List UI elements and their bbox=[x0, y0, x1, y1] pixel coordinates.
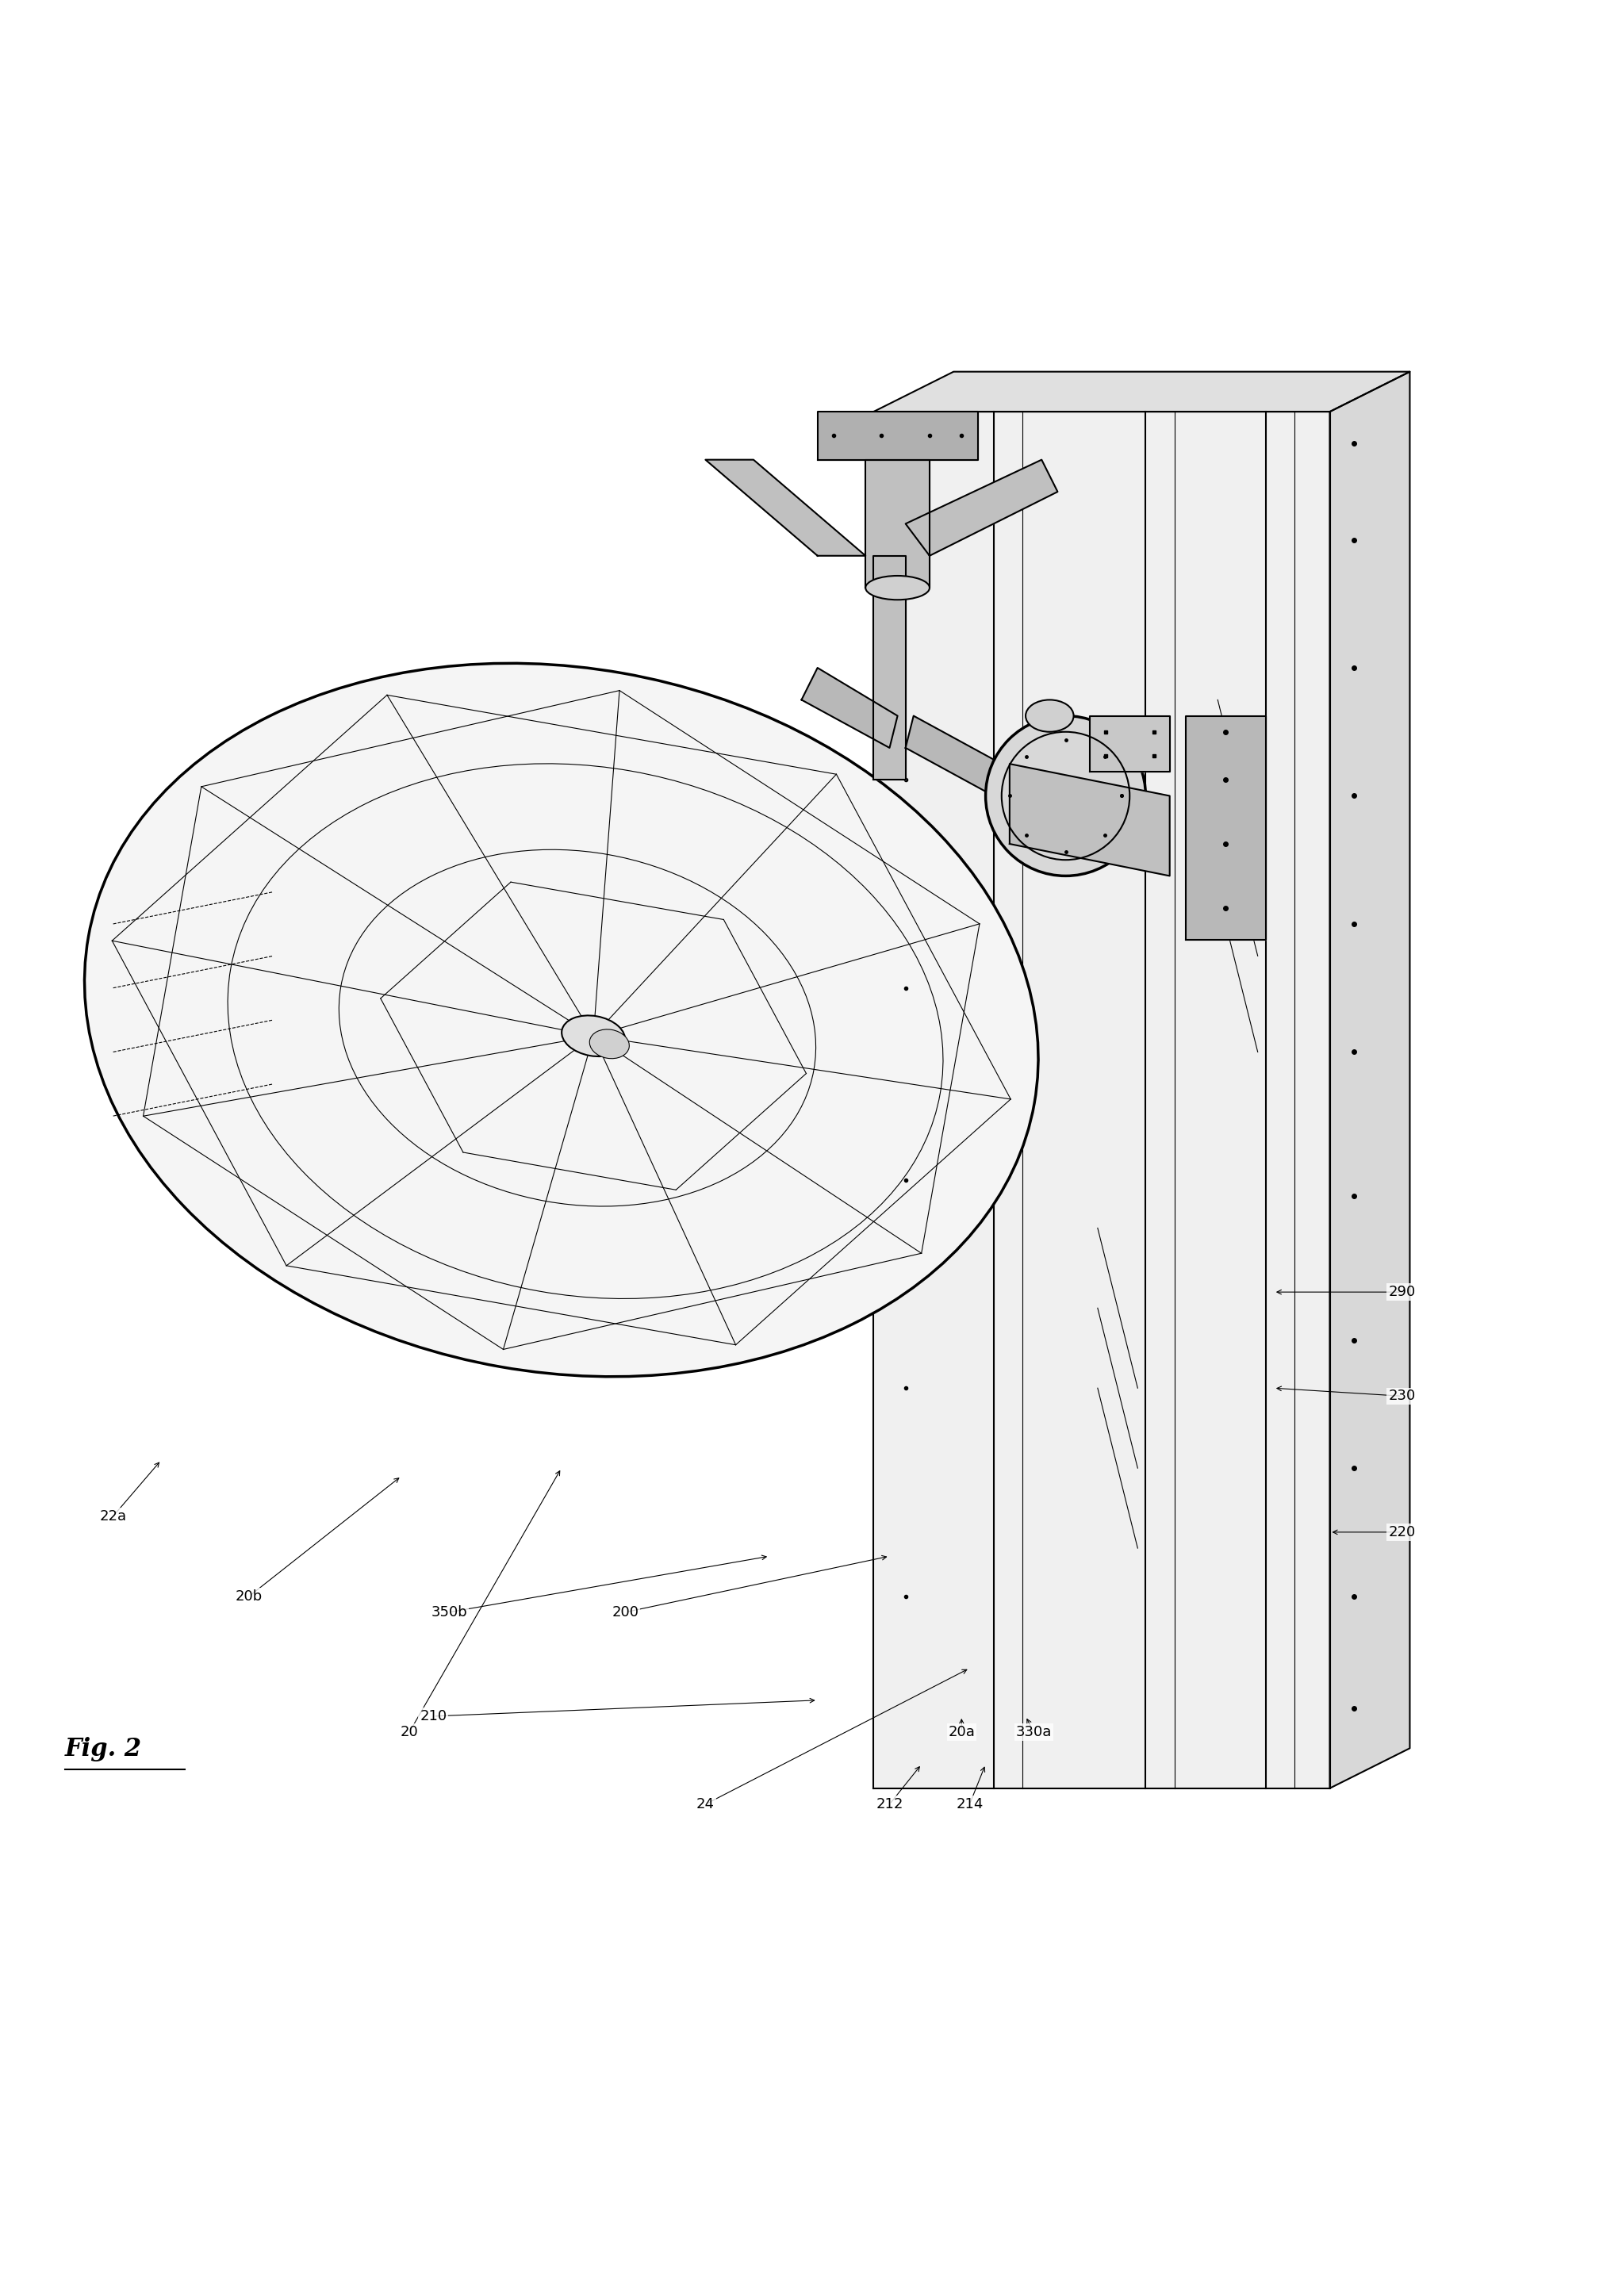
Polygon shape bbox=[1330, 372, 1409, 1789]
Text: 290: 290 bbox=[1388, 1286, 1415, 1300]
Text: 350b: 350b bbox=[431, 1605, 468, 1619]
Text: 210: 210 bbox=[420, 1708, 447, 1724]
Polygon shape bbox=[705, 459, 866, 556]
Polygon shape bbox=[1186, 716, 1266, 939]
Polygon shape bbox=[874, 372, 1409, 411]
Text: 22a: 22a bbox=[99, 1508, 127, 1522]
Polygon shape bbox=[818, 411, 978, 459]
Ellipse shape bbox=[1026, 700, 1074, 732]
Text: 20a: 20a bbox=[947, 1724, 975, 1740]
Text: 20: 20 bbox=[401, 1724, 418, 1740]
Ellipse shape bbox=[85, 664, 1039, 1378]
Ellipse shape bbox=[986, 716, 1146, 875]
Polygon shape bbox=[1090, 716, 1170, 771]
Polygon shape bbox=[906, 716, 1002, 797]
Polygon shape bbox=[874, 411, 1330, 1789]
Text: 220: 220 bbox=[1388, 1525, 1415, 1538]
Text: 330a: 330a bbox=[1016, 1724, 1052, 1740]
Text: 24: 24 bbox=[696, 1798, 715, 1812]
Text: 214: 214 bbox=[955, 1798, 983, 1812]
Ellipse shape bbox=[866, 576, 930, 599]
Polygon shape bbox=[1010, 765, 1170, 875]
Polygon shape bbox=[866, 459, 930, 588]
Text: Fig. 2: Fig. 2 bbox=[66, 1738, 143, 1761]
Polygon shape bbox=[802, 668, 898, 748]
Ellipse shape bbox=[590, 1029, 630, 1058]
Polygon shape bbox=[906, 459, 1058, 556]
Ellipse shape bbox=[561, 1015, 625, 1056]
Text: 200: 200 bbox=[612, 1605, 640, 1619]
Polygon shape bbox=[874, 556, 906, 781]
Text: 20b: 20b bbox=[236, 1589, 263, 1603]
Text: 212: 212 bbox=[875, 1798, 902, 1812]
Text: 230: 230 bbox=[1388, 1389, 1415, 1403]
